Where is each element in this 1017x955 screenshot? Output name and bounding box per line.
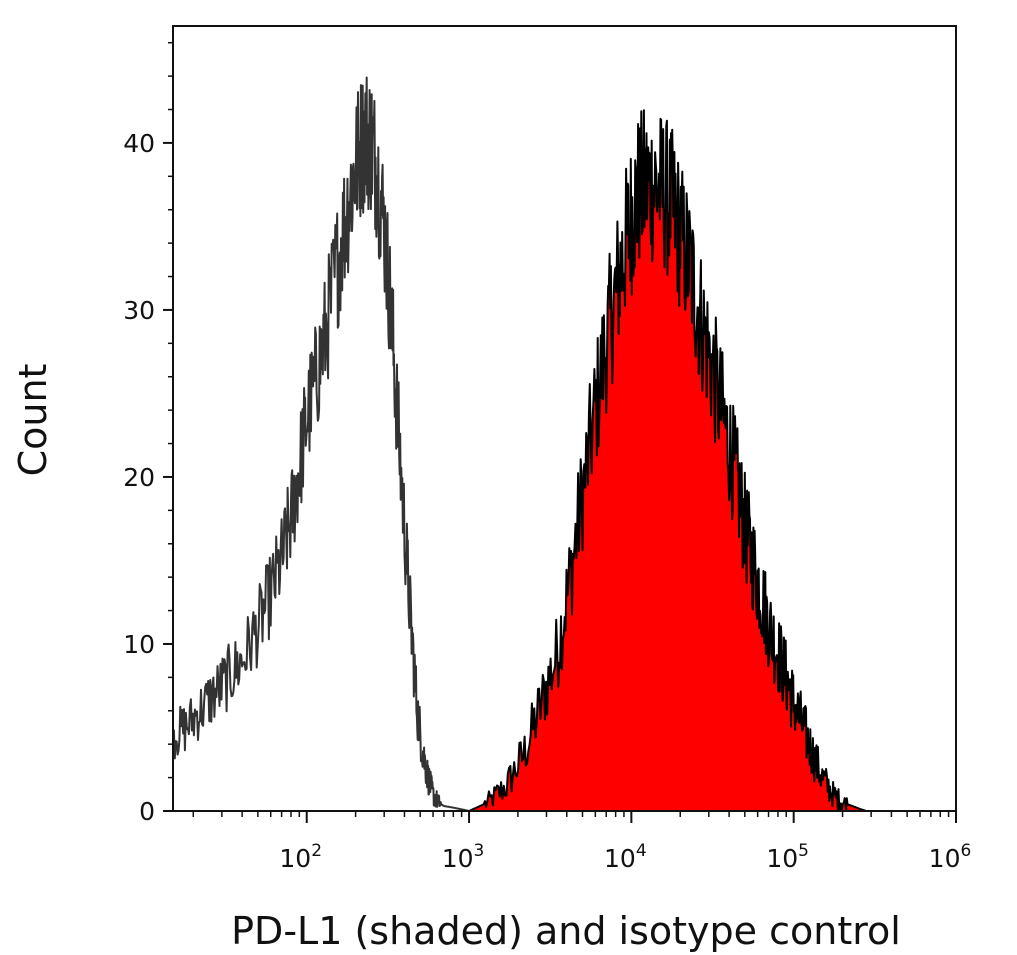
x-axis-title: PD-L1 (shaded) and isotype control [231, 909, 901, 953]
y-tick-label: 20 [123, 463, 155, 492]
x-tick-label: 103 [442, 841, 485, 873]
y-axis-title: Count [11, 364, 55, 477]
x-tick-label: 102 [279, 841, 322, 873]
y-tick-label: 0 [139, 797, 155, 826]
isotype-control-line [172, 76, 482, 812]
y-tick-label: 30 [123, 296, 155, 325]
y-tick-label: 40 [123, 129, 155, 158]
pd-l1-outline [468, 109, 867, 812]
y-tick-label: 10 [123, 630, 155, 659]
plot-area [172, 76, 867, 812]
plot-frame [172, 25, 957, 812]
